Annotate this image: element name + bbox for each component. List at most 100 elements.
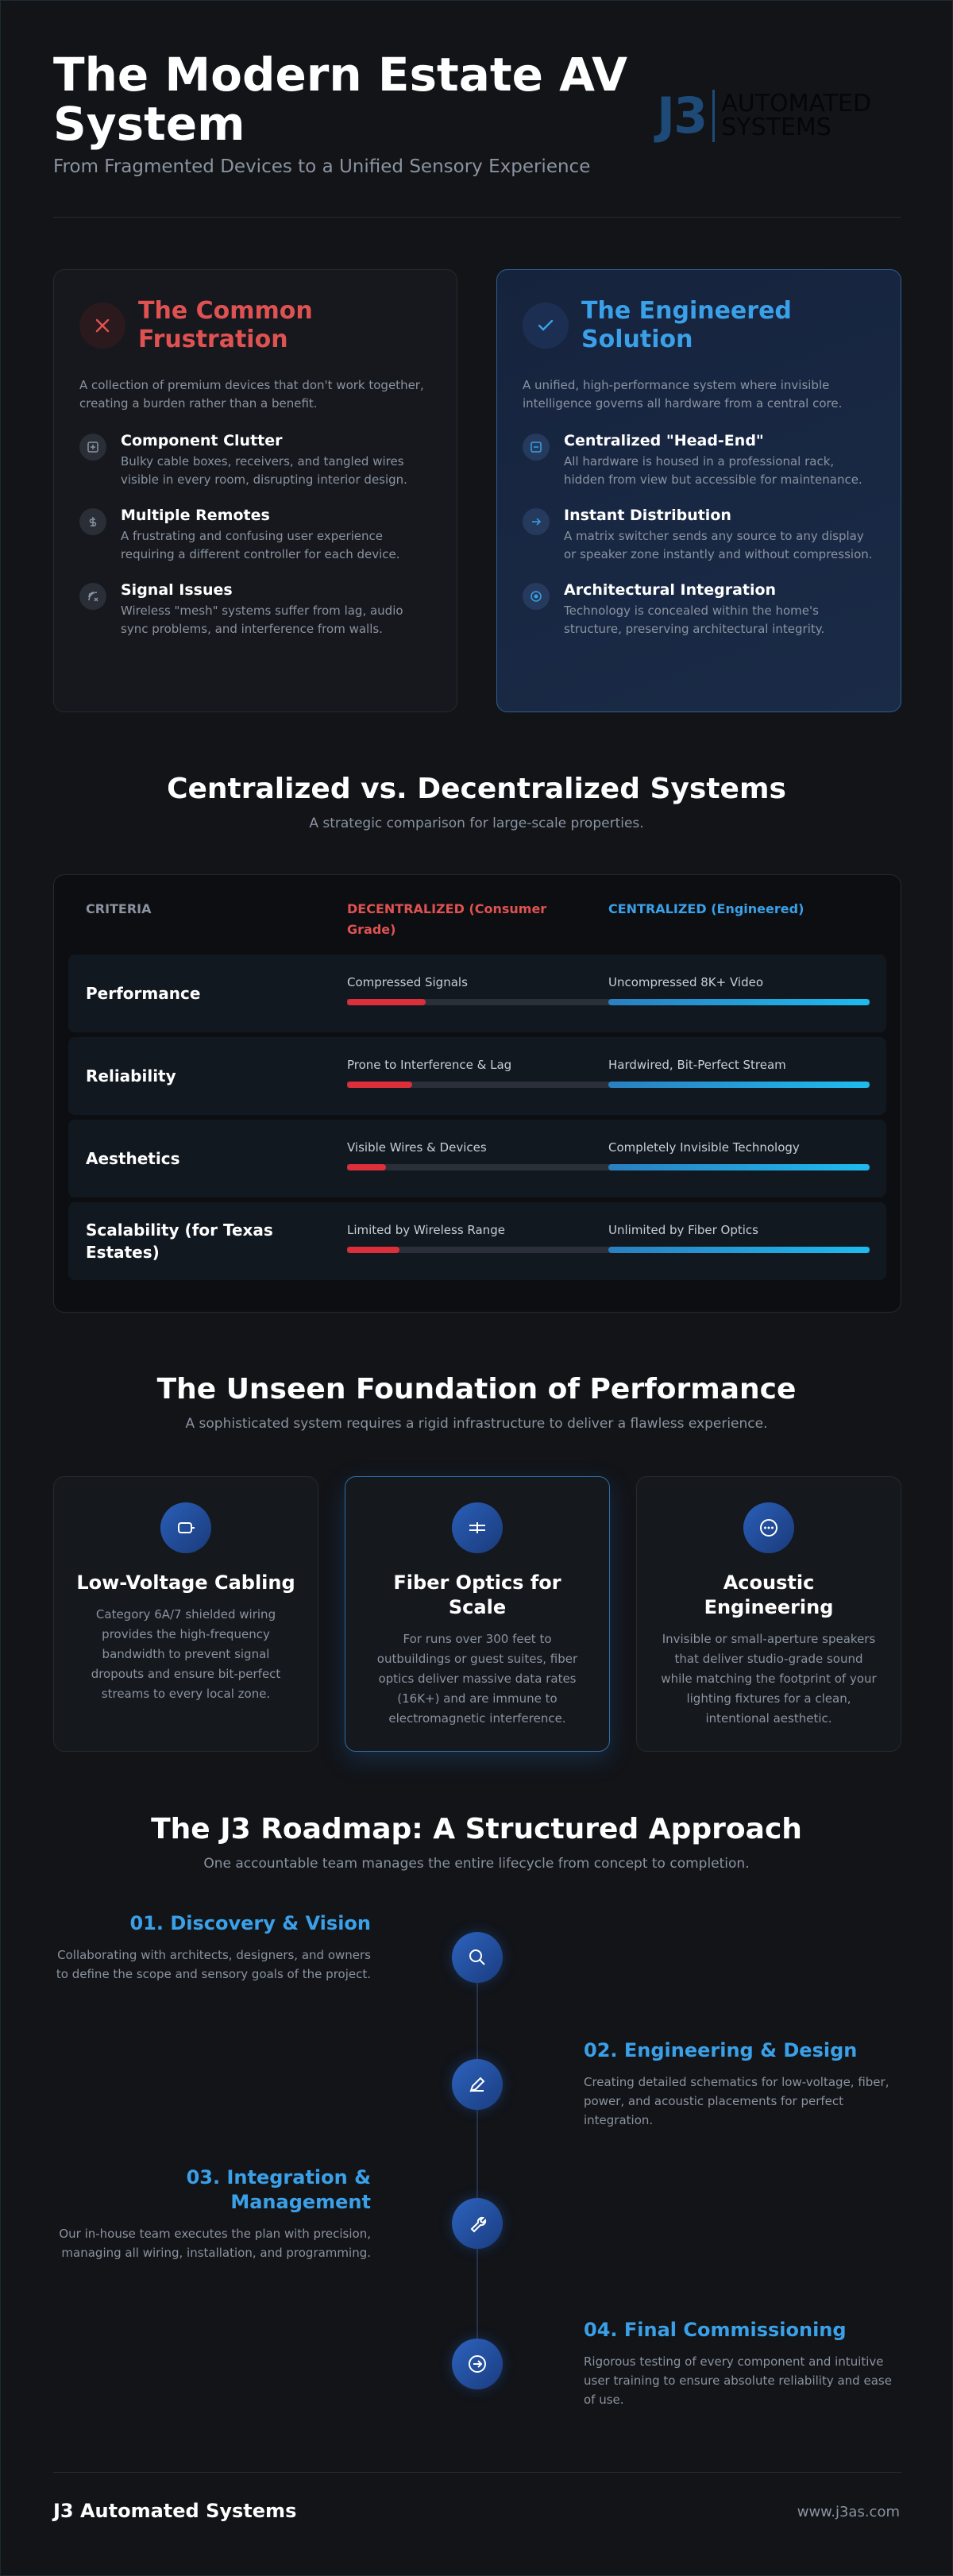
solution-card: The Engineered Solution A unified, high-… — [496, 269, 901, 712]
level-bar — [608, 1164, 870, 1170]
comparison-table: CRITERIA DECENTRALIZED (Consumer Grade) … — [53, 874, 901, 1313]
bar-track — [347, 1164, 608, 1170]
step-title: 01. Discovery & Vision — [129, 1912, 371, 1934]
step-icon — [452, 2198, 503, 2249]
level-bar — [347, 1082, 413, 1088]
level-bar — [347, 1164, 387, 1170]
logo-text: AUTOMATED SYSTEMS — [721, 89, 872, 141]
card-text: For runs over 300 feet to outbuildings o… — [376, 1632, 578, 1726]
bar-track — [347, 999, 608, 1005]
item-title: Architectural Integration — [564, 581, 777, 599]
logo-mark: J3 — [657, 87, 708, 145]
table-header: DECENTRALIZED (Consumer Grade) — [347, 901, 547, 937]
level-bar — [608, 1082, 870, 1088]
problem-card: The Common Frustration A collection of p… — [53, 269, 457, 712]
card-desc: A unified, high-performance system where… — [523, 378, 843, 411]
bar-track — [347, 1247, 608, 1253]
cell-label: Completely Invisible Technology — [608, 1140, 800, 1155]
step-title: 04. Final Commissioning — [584, 2319, 847, 2341]
item-text: Bulky cable boxes, receivers, and tangle… — [121, 454, 407, 487]
table-row: Scalability (for Texas Estates) Limited b… — [68, 1202, 886, 1280]
card-title: Low-Voltage Cabling — [76, 1571, 295, 1594]
card-text: Invisible or small-aperture speakers tha… — [661, 1632, 877, 1726]
criteria: Reliability — [86, 1066, 176, 1086]
item-text: Technology is concealed within the home'… — [564, 604, 825, 636]
card-title: The Common Frustration — [138, 297, 313, 353]
card-title: The Engineered Solution — [581, 297, 792, 353]
table-row: Aesthetics Visible Wires & Devices Complet… — [68, 1120, 886, 1197]
cell-label: Hardwired, Bit-Perfect Stream — [608, 1058, 786, 1072]
section-title: The J3 Roadmap: A Structured Approach — [151, 1813, 802, 1845]
item-title: Centralized "Head-End" — [564, 432, 764, 449]
level-bar — [347, 1247, 399, 1253]
level-bar — [608, 1247, 870, 1253]
subtitle: From Fragmented Devices to a Unified Sen… — [53, 156, 591, 177]
feature-card: Fiber Optics for Scale For runs over 300… — [345, 1476, 610, 1752]
section-title: Centralized vs. Decentralized Systems — [167, 773, 786, 805]
feature-card: Low-Voltage Cabling Category 6A/7 shield… — [53, 1476, 318, 1752]
section-title: The Unseen Foundation of Performance — [156, 1373, 797, 1406]
icon — [523, 303, 569, 349]
card-text: Category 6A/7 shielded wiring provides t… — [91, 1607, 281, 1701]
card-title: Fiber Optics for Scale — [393, 1571, 561, 1618]
logo-divider — [712, 89, 716, 142]
step-text: Rigorous testing of every component and … — [584, 2354, 892, 2407]
feature-card: Acoustic Engineering Invisible or small-… — [636, 1476, 901, 1752]
criteria: Aesthetics — [86, 1149, 180, 1168]
divider — [53, 2472, 901, 2473]
step: 01. Discovery & Vision Collaborating with… — [53, 1911, 371, 1984]
footer-brand: J3 Automated Systems — [53, 2500, 297, 2522]
criteria: Scalability (for Texas Estates) — [86, 1221, 273, 1262]
item-text: A frustrating and confusing user experie… — [121, 529, 400, 561]
logo-line: AUTOMATED — [721, 89, 872, 118]
step: 03. Integration & Management Our in-house… — [53, 2165, 371, 2262]
divider — [53, 217, 901, 218]
timeline-line — [476, 1958, 478, 2371]
cell-label: Limited by Wireless Range — [347, 1223, 505, 1237]
cell-label: Uncompressed 8K+ Video — [608, 975, 763, 989]
item-text: All hardware is housed in a professional… — [564, 454, 862, 487]
title: The Modern Estate AV System — [53, 48, 627, 151]
logo: J3 AUTOMATED SYSTEMS — [657, 87, 871, 145]
cell-label: Unlimited by Fiber Optics — [608, 1223, 758, 1237]
step-title: 03. Integration & Management — [186, 2166, 371, 2213]
cell-label: Compressed Signals — [347, 975, 468, 989]
step-title: 02. Engineering & Design — [584, 2039, 858, 2061]
step-text: Creating detailed schematics for low-vol… — [584, 2075, 889, 2127]
table-header: CRITERIA — [86, 901, 152, 916]
item-title: Component Clutter — [121, 432, 283, 449]
bar-track — [608, 999, 870, 1005]
bar-track — [608, 1082, 870, 1088]
step-text: Our in-house team executes the plan with… — [59, 2227, 371, 2260]
cell-label: Visible Wires & Devices — [347, 1140, 487, 1155]
bar-track — [347, 1082, 608, 1088]
card-title: Acoustic Engineering — [704, 1571, 834, 1618]
step: 02. Engineering & Design Creating detaile… — [584, 2038, 901, 2130]
bar-track — [608, 1247, 870, 1253]
logo-line: SYSTEMS — [721, 113, 831, 141]
card-desc: A collection of premium devices that don… — [79, 378, 424, 411]
table-header: CENTRALIZED (Engineered) — [608, 901, 804, 916]
item-title: Multiple Remotes — [121, 507, 270, 524]
level-bar — [608, 999, 870, 1005]
step: 04. Final Commissioning Rigorous testing … — [584, 2318, 901, 2409]
item-text: Wireless "mesh" systems suffer from lag,… — [121, 604, 403, 636]
section-subtitle: A strategic comparison for large-scale p… — [309, 816, 644, 831]
item-title: Signal Issues — [121, 581, 233, 599]
icon — [79, 303, 125, 349]
bar-track — [608, 1164, 870, 1170]
table-row: Reliability Prone to Interference & Lag Ha… — [68, 1037, 886, 1115]
level-bar — [347, 999, 426, 1005]
step-icon — [452, 2059, 503, 2110]
criteria: Performance — [86, 984, 201, 1003]
footer-url: www.j3as.com — [797, 2504, 900, 2520]
table-row: Performance Compressed Signals Uncompresse… — [68, 954, 886, 1032]
item-text: A matrix switcher sends any source to an… — [564, 529, 873, 561]
section-subtitle: A sophisticated system requires a rigid … — [185, 1416, 768, 1432]
item-title: Instant Distribution — [564, 507, 731, 524]
section-subtitle: One accountable team manages the entire … — [203, 1856, 750, 1872]
step-icon — [452, 2339, 503, 2389]
